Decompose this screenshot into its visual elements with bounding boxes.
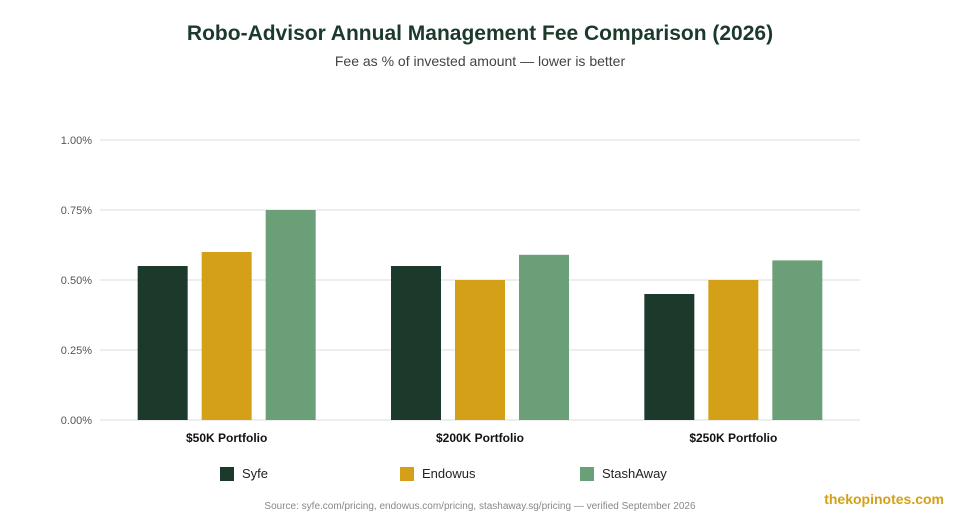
bars (137, 210, 823, 420)
x-category-label: $50K Portfolio (186, 431, 267, 445)
y-tick-label: 0.75% (61, 205, 92, 217)
x-category-label: $200K Portfolio (436, 431, 524, 445)
y-axis-ticks: 0.00% 0.25% 0.50% 0.75% 1.00% (61, 135, 92, 427)
chart-subtitle: Fee as % of invested amount — lower is b… (334, 53, 626, 69)
legend-swatch-stashaway (580, 466, 594, 481)
legend-swatch-syfe (220, 466, 234, 481)
legend-label-syfe: Syfe (242, 466, 269, 481)
x-axis-categories: $50K Portfolio $200K Portfolio $250K Portf… (186, 431, 777, 445)
bar-syfe-2 (391, 266, 441, 420)
legend: Syfe Endowus StashAway (0, 466, 960, 486)
x-category-label: $250K Portfolio (689, 431, 777, 445)
legend-swatch-endowus (400, 466, 414, 481)
bar-endowus-3 (708, 280, 759, 420)
legend-item-stashaway: StashAway (580, 466, 667, 481)
legend-item-syfe: Syfe (220, 466, 268, 481)
bar-stashaway-2 (519, 254, 569, 420)
source-note: Source: syfe.com/pricing, endowus.com/pr… (264, 501, 696, 512)
legend-label-stashaway: StashAway (602, 466, 667, 481)
bar-stashaway-1 (265, 210, 316, 420)
legend-label-endowus: Endowus (422, 466, 476, 481)
y-tick-label: 0.00% (61, 415, 92, 427)
legend-item-endowus: Endowus (400, 466, 475, 481)
bar-syfe-1 (137, 266, 188, 420)
y-tick-label: 0.50% (61, 275, 92, 287)
watermark: thekopinotes.com (824, 491, 944, 507)
bar-syfe-3 (644, 294, 695, 420)
bar-chart: 0.00% 0.25% 0.50% 0.75% 1.00% $50K Portfolio… (61, 135, 860, 445)
y-tick-label: 0.25% (61, 345, 92, 357)
chart-title: Robo-Advisor Annual Management Fee Compa… (186, 22, 774, 45)
bar-endowus-2 (455, 280, 505, 420)
bar-stashaway-3 (772, 260, 823, 420)
y-tick-label: 1.00% (61, 135, 92, 147)
bar-endowus-1 (201, 252, 252, 420)
